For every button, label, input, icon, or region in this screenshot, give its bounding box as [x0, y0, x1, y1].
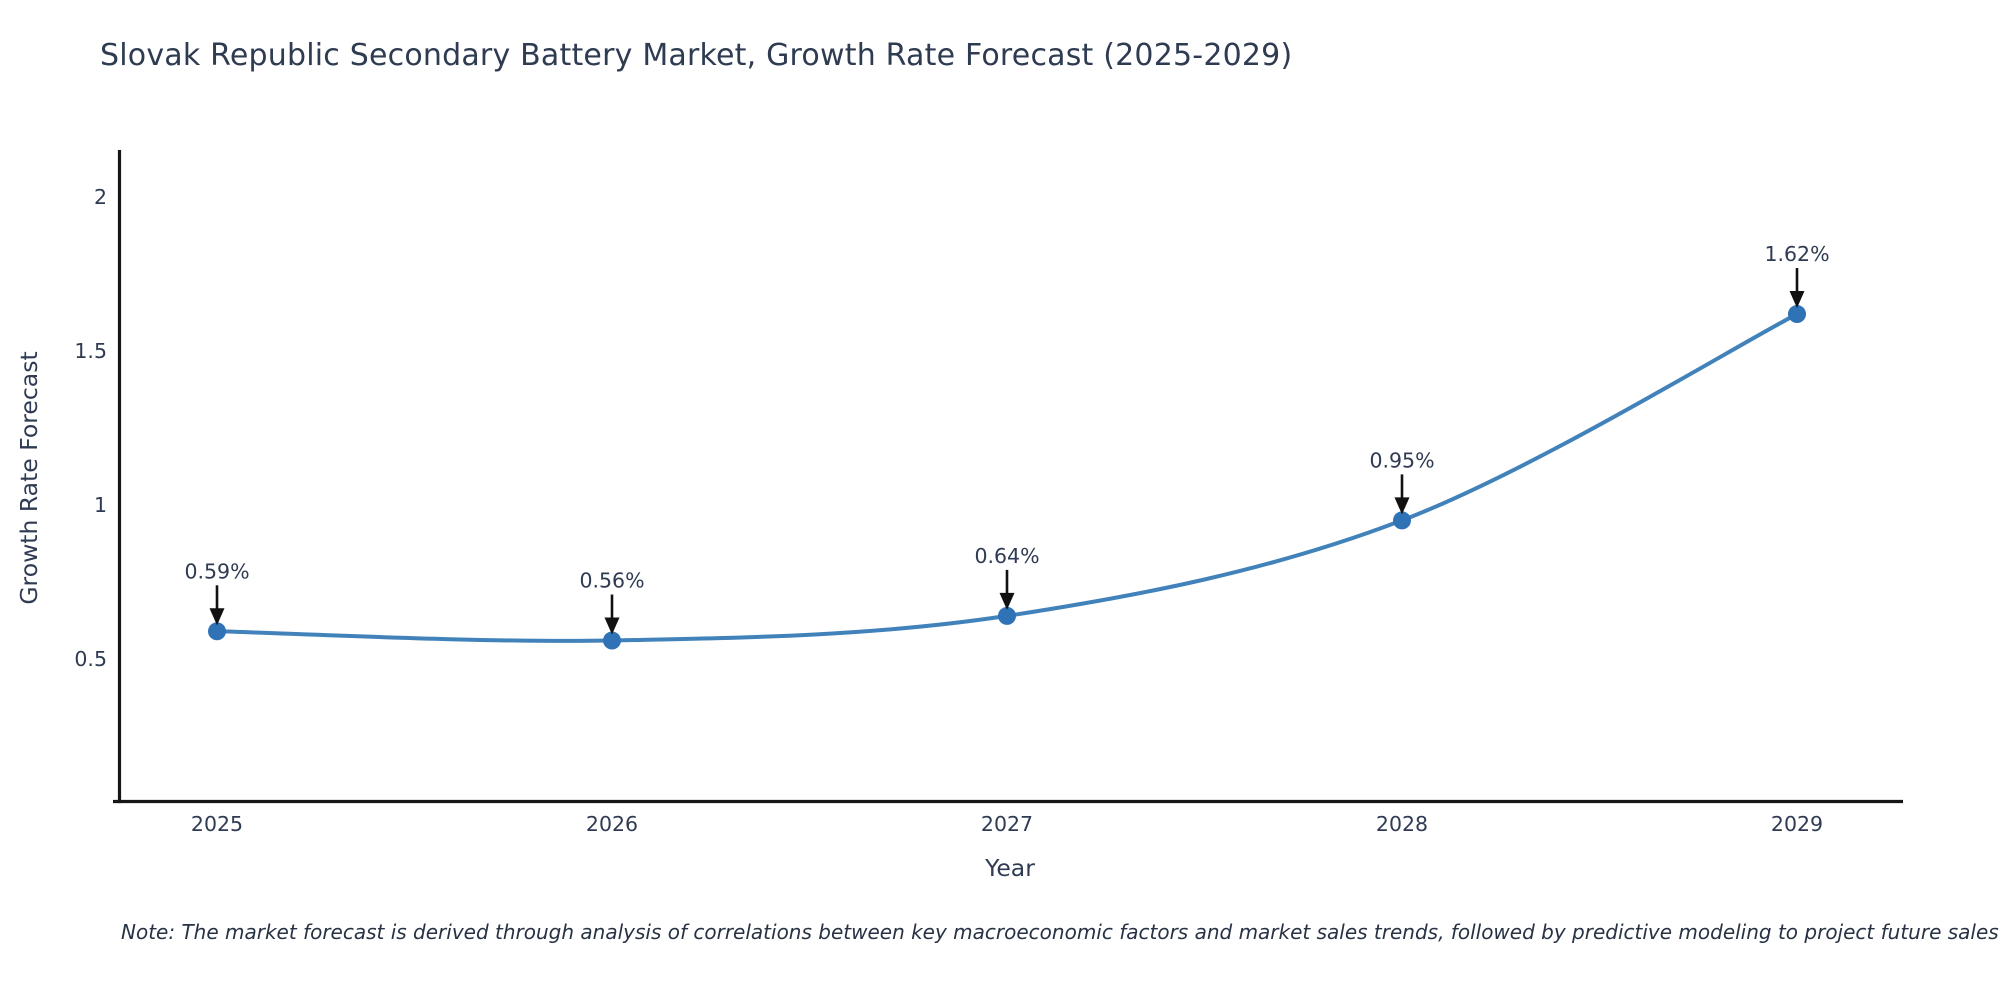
annotation-arrowhead-icon	[1394, 497, 1410, 515]
y-tick-label: 1.5	[74, 339, 107, 363]
data-point-marker	[208, 622, 226, 641]
x-tick-label: 2026	[586, 812, 638, 836]
y-tick-label: 0.5	[74, 647, 107, 671]
data-point-label: 0.64%	[974, 544, 1039, 568]
x-tick-label: 2027	[981, 812, 1033, 836]
data-point-label: 0.59%	[184, 559, 249, 583]
page-title: Slovak Republic Secondary Battery Market…	[100, 38, 1293, 73]
x-tick-label: 2025	[191, 812, 243, 836]
x-axis-title: Year	[984, 854, 1035, 882]
y-axis-title: Growth Rate Forecast	[15, 351, 43, 604]
annotation-arrowhead-icon	[209, 608, 225, 626]
annotation-arrowhead-icon	[604, 617, 620, 635]
y-tick-label: 1	[94, 493, 107, 517]
x-tick-label: 2029	[1771, 812, 1823, 836]
data-point-label: 1.62%	[1764, 242, 1829, 266]
data-point-label: 0.95%	[1369, 448, 1434, 472]
annotation-arrowhead-icon	[999, 592, 1015, 610]
methodology-note: Note: The market forecast is derived thr…	[121, 920, 1999, 944]
data-point-marker	[603, 631, 621, 650]
y-tick-label: 2	[94, 185, 107, 209]
data-point-label: 0.56%	[579, 569, 644, 593]
forecast-line-series	[215, 312, 1799, 643]
data-point-marker	[1788, 305, 1806, 324]
data-point-marker	[1393, 511, 1411, 530]
x-tick-label: 2028	[1376, 812, 1428, 836]
annotation-arrowhead-icon	[1789, 291, 1805, 309]
data-point-marker	[998, 606, 1016, 625]
